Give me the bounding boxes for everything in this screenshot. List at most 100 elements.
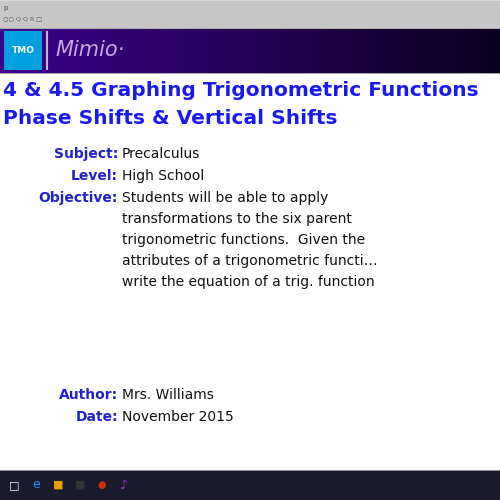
Text: ♪: ♪ [120,478,128,492]
Text: Subject:: Subject: [54,147,118,161]
Bar [319,28,326,73]
Bar [456,28,464,73]
Bar [119,28,126,73]
Bar [138,28,145,73]
Bar [106,28,114,73]
Bar [62,28,70,73]
Bar [388,28,395,73]
Bar [481,28,488,73]
Bar [12,28,20,73]
Text: ■: ■ [75,480,85,490]
Text: attributes of a trigonometric functi…: attributes of a trigonometric functi… [122,254,378,268]
Bar [312,28,320,73]
Bar [200,28,207,73]
Bar [100,28,107,73]
Bar [475,28,482,73]
Text: transformations to the six parent: transformations to the six parent [122,212,352,226]
Bar [131,28,138,73]
Bar [31,28,38,73]
Text: ○○ Q Q R □: ○○ Q Q R □ [3,16,42,21]
Text: □: □ [9,480,19,490]
Bar [81,28,88,73]
Bar [250,28,257,73]
Bar [206,28,214,73]
Bar [219,28,226,73]
Bar [488,28,495,73]
Bar [169,28,176,73]
Bar [94,28,101,73]
Bar [25,28,32,73]
Bar [88,28,95,73]
Bar [231,28,238,73]
Bar [356,28,364,73]
Bar [494,28,500,73]
Bar [294,28,301,73]
Bar [462,28,470,73]
Text: Mrs. Williams: Mrs. Williams [122,388,214,402]
Bar [238,28,245,73]
Bar [306,28,314,73]
Text: High School: High School [122,169,204,183]
Bar [175,28,182,73]
Bar [38,28,45,73]
Bar [44,28,51,73]
Bar [419,28,426,73]
Bar [0,1,500,28]
Bar [281,28,288,73]
Text: write the equation of a trig. function: write the equation of a trig. function [122,275,374,289]
Bar [150,28,157,73]
Bar [431,28,438,73]
Bar [444,28,451,73]
Bar [6,28,14,73]
Bar [288,28,295,73]
Bar [262,28,270,73]
Text: Date:: Date: [76,410,118,424]
Text: TMO: TMO [12,46,34,55]
Bar [19,28,26,73]
Bar [269,28,276,73]
Bar [0,73,500,470]
Text: p: p [3,4,8,10]
Bar [469,28,476,73]
Bar [362,28,370,73]
Bar [188,28,195,73]
Bar [325,28,332,73]
Bar [4,31,42,70]
Text: trigonometric functions.  Given the: trigonometric functions. Given the [122,233,365,247]
Bar [162,28,170,73]
Bar [244,28,251,73]
Text: Objective:: Objective: [38,191,118,205]
Text: 4 & 4.5 Graphing Trigonometric Functions: 4 & 4.5 Graphing Trigonometric Functions [3,81,478,100]
Text: Phase Shifts & Vertical Shifts: Phase Shifts & Vertical Shifts [3,109,338,128]
Text: Students will be able to apply: Students will be able to apply [122,191,328,205]
Bar [412,28,420,73]
Bar [382,28,388,73]
Bar [425,28,432,73]
Bar [50,28,57,73]
Bar [0,470,500,500]
Bar [300,28,307,73]
Bar [331,28,338,73]
Bar [56,28,64,73]
Text: ■: ■ [53,480,63,490]
Bar [212,28,220,73]
Bar [194,28,201,73]
Text: Level:: Level: [71,169,118,183]
Bar [438,28,445,73]
Text: Mimio·: Mimio· [55,40,124,60]
Bar [0,28,7,73]
Bar [406,28,413,73]
Bar [275,28,282,73]
Bar [344,28,351,73]
Text: ●: ● [98,480,106,490]
Bar [75,28,82,73]
Bar [225,28,232,73]
Bar [69,28,76,73]
Bar [369,28,376,73]
Text: Precalculus: Precalculus [122,147,200,161]
Text: Author:: Author: [59,388,118,402]
Bar [375,28,382,73]
Bar [112,28,120,73]
Bar [350,28,357,73]
Bar [450,28,457,73]
